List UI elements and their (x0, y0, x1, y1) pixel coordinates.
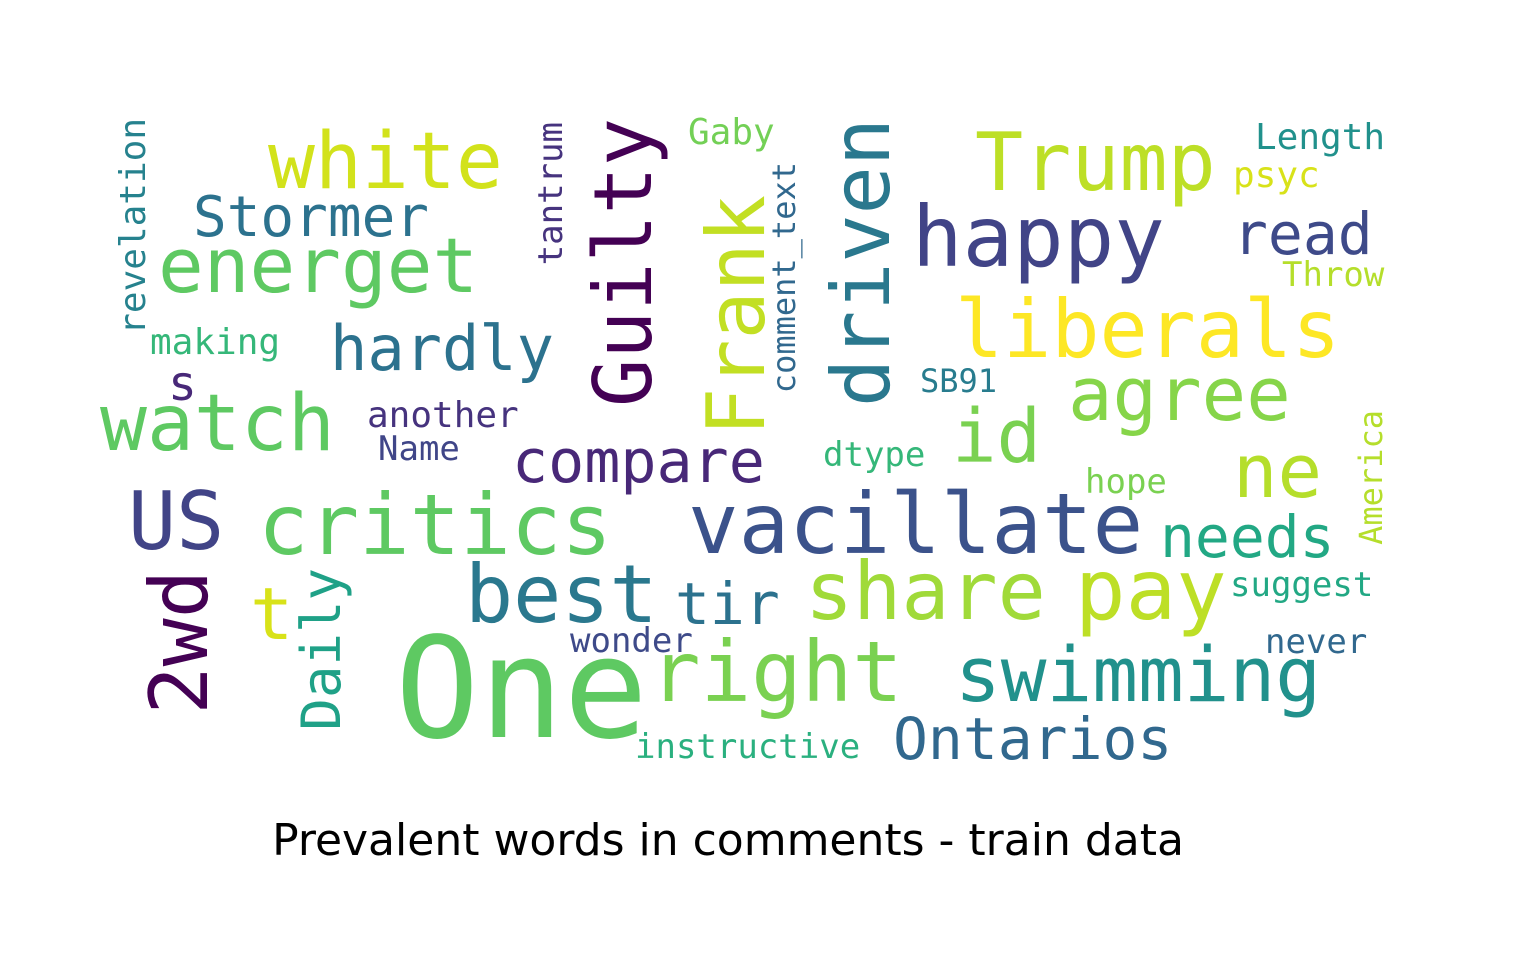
cloud-word: needs (1160, 503, 1335, 571)
cloud-word: read (1233, 200, 1373, 268)
cloud-word: agree (1068, 352, 1291, 438)
cloud-word: Daily (290, 568, 353, 731)
cloud-word: Trump (975, 116, 1216, 209)
cloud-word: suggest (1230, 565, 1374, 605)
cloud-word: US (128, 475, 225, 568)
cloud-word: Ontarios (893, 705, 1173, 773)
cloud-word: driven (815, 118, 908, 407)
cloud-word: Gaby (688, 112, 775, 153)
cloud-word: revelation (113, 118, 154, 335)
cloud-word: white (268, 117, 503, 207)
cloud-word: liberals (955, 283, 1341, 376)
cloud-word: wonder (570, 621, 693, 661)
cloud-word: hope (1085, 462, 1167, 502)
cloud-word: Stormer (193, 185, 430, 250)
cloud-word: best (465, 548, 658, 641)
cloud-word: vacillate (688, 475, 1144, 573)
cloud-word: making (150, 322, 281, 363)
cloud-word: id (952, 394, 1042, 480)
cloud-word: 2wd (133, 570, 226, 715)
cloud-word: SB91 (920, 362, 998, 400)
cloud-word: instructive (635, 727, 861, 767)
cloud-word: critics (258, 476, 613, 574)
cloud-word: share (805, 545, 1046, 638)
cloud-word: psyc (1233, 155, 1320, 196)
figure-caption: Prevalent words in comments - train data (272, 815, 1184, 866)
cloud-word: ne (1233, 429, 1323, 515)
cloud-word: Name (378, 429, 460, 469)
cloud-word: energet (158, 221, 479, 310)
cloud-word: compare (512, 427, 765, 497)
cloud-word: Length (1255, 117, 1386, 158)
cloud-word: t (250, 572, 294, 656)
cloud-word: comment_text (765, 162, 803, 394)
cloud-word: tantrum (531, 122, 571, 266)
cloud-word: One (395, 608, 648, 771)
cloud-word: pay (1075, 541, 1227, 639)
cloud-word: right (650, 623, 903, 721)
cloud-word: never (1265, 622, 1368, 662)
cloud-word: Throw (1282, 255, 1385, 295)
cloud-word: hardly (330, 312, 554, 385)
cloud-word: s (168, 356, 197, 412)
cloud-word: another (367, 395, 519, 436)
cloud-word: Guilty (577, 118, 670, 407)
cloud-word: watch (100, 379, 335, 469)
cloud-word: swimming (955, 630, 1322, 719)
cloud-word: happy (912, 188, 1165, 286)
cloud-word: America (1352, 410, 1390, 545)
cloud-word: dtype (823, 435, 926, 475)
cloud-word: tir (675, 570, 780, 638)
